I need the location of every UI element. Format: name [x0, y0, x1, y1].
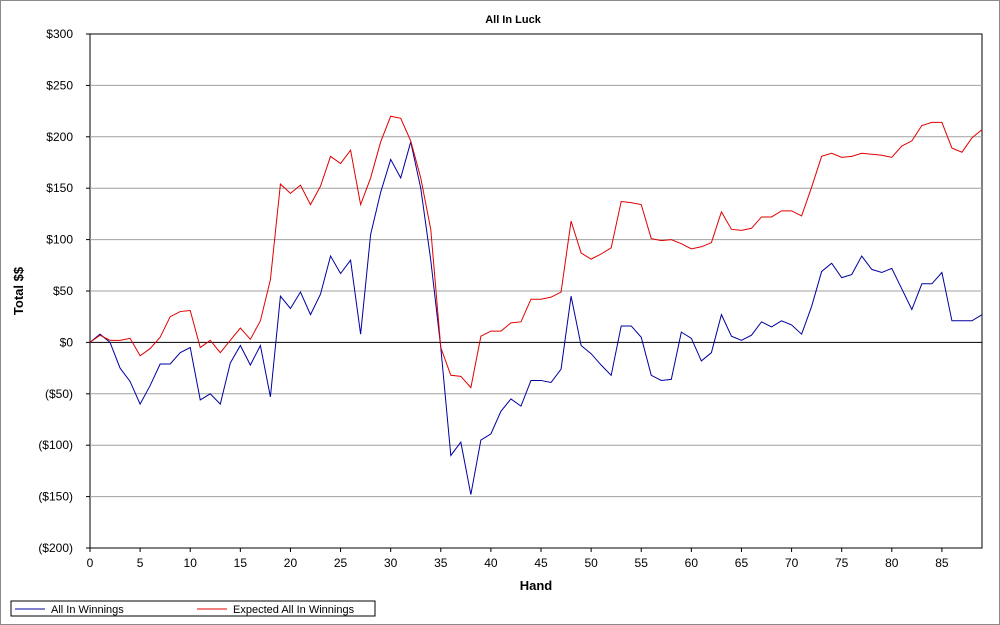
y-tick-label: $50: [53, 284, 73, 298]
legend-label-winnings: All In Winnings: [51, 604, 124, 616]
x-tick-label: 70: [785, 556, 799, 570]
x-tick-label: 0: [87, 556, 94, 570]
x-tick-label: 65: [735, 556, 749, 570]
x-tick-label: 60: [685, 556, 699, 570]
gridlines: [90, 84, 982, 498]
series-lines: [89, 115, 983, 495]
y-tick-label: $200: [46, 130, 73, 144]
x-tick-label: 45: [534, 556, 548, 570]
series-line-winnings: [89, 141, 983, 495]
series-line-expected: [89, 115, 983, 389]
y-axis-title: Total $$: [11, 266, 26, 315]
y-axis-ticks: $300 $250 $200 $150 $100 $50 $0 ($50) ($100) ($15…: [38, 27, 90, 555]
x-tick-label: 25: [334, 556, 348, 570]
x-tick-label: 20: [284, 556, 298, 570]
y-tick-label: ($50): [45, 387, 73, 401]
x-axis-ticks: 0 5 10 15 20 25 30 35 40 45 50 55 60 65 70 75 80 85: [87, 548, 949, 570]
x-tick-label: 15: [234, 556, 248, 570]
y-tick-label: ($200): [38, 541, 73, 555]
chart-title: All In Luck: [485, 14, 542, 26]
x-axis-title: Hand: [520, 578, 553, 593]
y-tick-label: ($150): [38, 490, 73, 504]
x-tick-label: 80: [885, 556, 899, 570]
x-tick-label: 55: [635, 556, 649, 570]
legend-label-expected: Expected All In Winnings: [233, 604, 355, 616]
x-tick-label: 85: [935, 556, 949, 570]
y-tick-label: $250: [46, 78, 73, 92]
legend-box: [10, 600, 376, 617]
x-tick-label: 5: [137, 556, 144, 570]
x-tick-label: 40: [484, 556, 498, 570]
y-tick-label: ($100): [38, 438, 73, 452]
x-tick-label: 10: [184, 556, 198, 570]
x-tick-label: 30: [384, 556, 398, 570]
x-tick-label: 50: [584, 556, 598, 570]
x-tick-label: 35: [434, 556, 448, 570]
y-tick-label: $0: [60, 335, 74, 349]
y-tick-label: $150: [46, 181, 73, 195]
y-tick-label: $300: [46, 27, 73, 41]
x-tick-label: 75: [835, 556, 849, 570]
y-tick-label: $100: [46, 233, 73, 247]
legend: All In Winnings Expected All In Winnings: [10, 600, 376, 617]
